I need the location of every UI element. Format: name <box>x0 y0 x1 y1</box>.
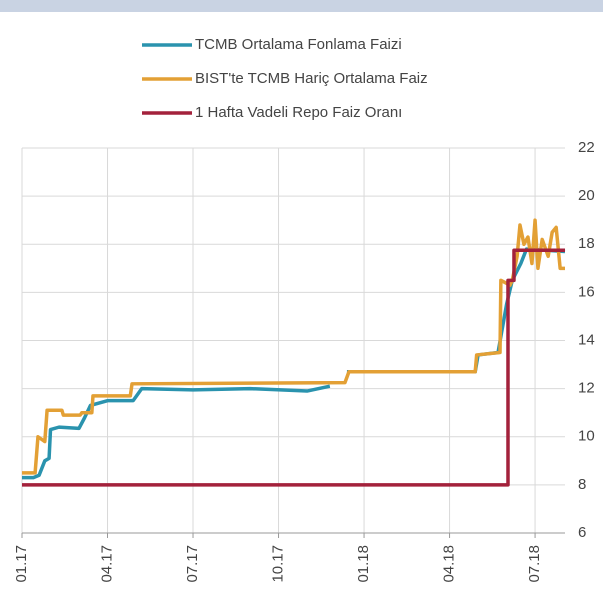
y-tick-label: 16 <box>578 283 595 300</box>
y-tick-label: 8 <box>578 476 586 493</box>
x-tick-label: 10.17 <box>270 545 287 583</box>
y-tick-label: 6 <box>578 524 586 541</box>
x-tick-label: 07.18 <box>526 545 543 583</box>
x-tick-label: 04.17 <box>98 545 115 583</box>
series-line <box>22 248 565 487</box>
legend-label: 1 Hafta Vadeli Repo Faiz Oranı <box>195 104 402 121</box>
y-tick-label: 20 <box>578 187 595 204</box>
x-tick-label: 01.17 <box>13 545 30 583</box>
legend-label: TCMB Ortalama Fonlama Faizi <box>195 36 402 53</box>
legend-label: BIST'te TCMB Hariç Ortalama Faiz <box>195 70 428 87</box>
top-bar <box>0 0 603 12</box>
y-tick-label: 10 <box>578 428 595 445</box>
series-line <box>22 218 565 475</box>
series-line <box>22 247 566 480</box>
x-tick-label: 01.18 <box>355 545 372 583</box>
x-tick-label: 07.17 <box>184 545 201 583</box>
y-tick-label: 18 <box>578 235 595 252</box>
y-tick-label: 12 <box>578 380 595 397</box>
y-tick-label: 22 <box>578 139 595 156</box>
x-tick-label: 04.18 <box>441 545 458 583</box>
y-tick-label: 14 <box>578 331 595 348</box>
